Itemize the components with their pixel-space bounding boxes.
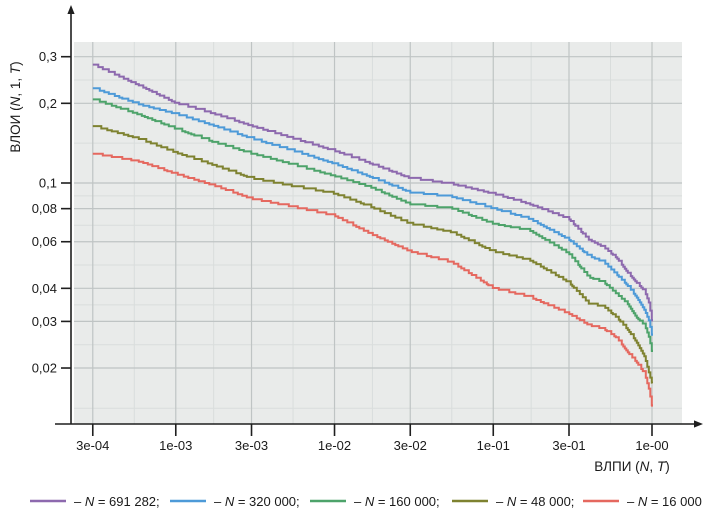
x-tick-label: 1e-00 [635,438,668,453]
legend-item-2: – N = 160 000; [310,494,440,509]
x-tick-label: 1e-03 [159,438,192,453]
x-tick-label: 3e-04 [76,438,109,453]
y-tick-label: 0,3 [39,49,57,64]
x-tick-label: 3e-02 [394,438,427,453]
x-axis-arrow-icon [694,420,703,428]
legend-item-1: – N = 320 000; [170,494,300,509]
series-curve-0 [92,63,653,322]
grid-lines [74,42,682,424]
plot-panel [74,42,682,424]
legend-item-0: – N = 691 282; [30,494,160,509]
series-curve-1 [92,87,653,336]
legend-item-3: – N = 48 000; [452,494,574,509]
x-tick-label: 1e-01 [477,438,510,453]
y-tick-label: 0,04 [32,281,57,296]
y-tick-label: 0,1 [39,176,57,191]
series-curve-3 [92,125,653,384]
x-tick-label: 1e-02 [318,438,351,453]
x-axis-title: ВЛПИ (N, T) [594,459,669,474]
series-curve-2 [92,98,653,352]
axes: 3e-04 1e-03 3e-03 1e-02 3e-02 1e-01 3e-01 1e-00… [32,5,703,453]
data-curves [92,63,653,407]
x-tick-label: 3e-01 [552,438,585,453]
legend-item-4: – N = 16 000 [583,494,702,509]
legend-label: – N = 48 000; [496,494,574,509]
series-curve-4 [92,152,653,407]
legend-label: – N = 160 000; [354,494,440,509]
legend: – N = 691 282; – N = 320 000; – N = 160 00… [30,494,702,509]
legend-label: – N = 320 000; [214,494,300,509]
y-tick-label: 0,06 [32,234,57,249]
y-axis-title: ВЛОИ (N, 1, T) [8,61,23,152]
legend-label: – N = 16 000 [627,494,702,509]
y-axis-arrow-icon [67,5,75,14]
legend-label: – N = 691 282; [74,494,160,509]
y-tick-label: 0,2 [39,96,57,111]
y-tick-label: 0,08 [32,201,57,216]
x-tick-label: 3e-03 [235,438,268,453]
y-tick-label: 0,03 [32,314,57,329]
plot-background [74,42,682,424]
y-tick-label: 0,02 [32,361,57,376]
